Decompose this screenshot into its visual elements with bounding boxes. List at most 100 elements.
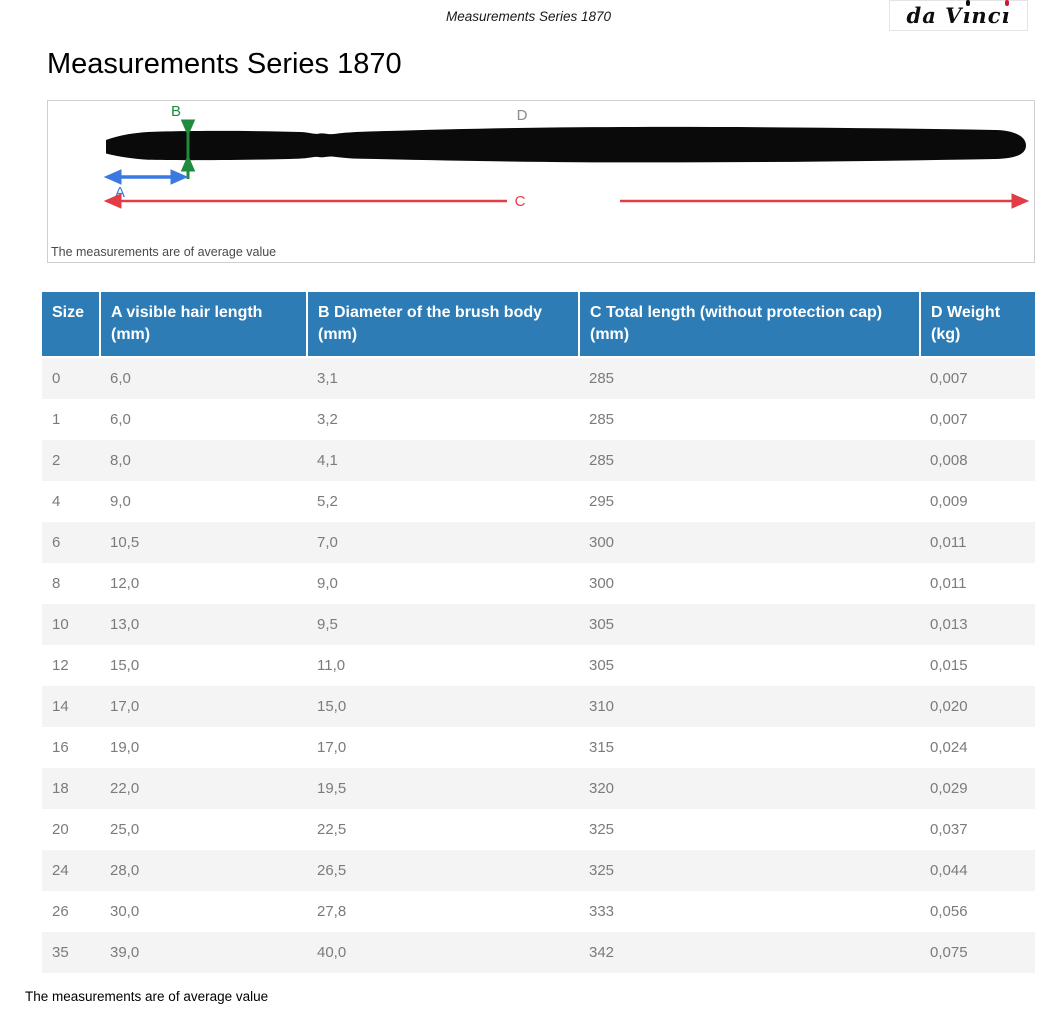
table-cell: 0,011 [930, 575, 967, 592]
table-row: 18 22,0 19,5 320 0,029 [42, 768, 1035, 809]
table-cell: 0 [52, 370, 61, 387]
brush-measurement-diagram: B A C D The measurements are of average … [47, 100, 1035, 263]
table-row: 0 6,0 3,1 285 0,007 [42, 357, 1035, 399]
table-cell: 320 [589, 780, 615, 797]
table-cell: 0,044 [930, 862, 968, 879]
table-cell: 24 [52, 862, 69, 879]
table-cell: 315 [589, 739, 615, 756]
table-cell: 8,0 [110, 452, 131, 469]
table-cell: 0,056 [930, 903, 968, 920]
table-cell: 9,0 [317, 575, 338, 592]
table-cell: 14 [52, 698, 69, 715]
table-cell: 0,011 [930, 534, 967, 551]
d-label: D [517, 107, 528, 124]
table-cell: 27,8 [317, 903, 347, 920]
a-label: A [115, 184, 125, 201]
column-header: B Diameter of the brush body (mm) [307, 292, 580, 358]
table-cell: 39,0 [110, 944, 140, 961]
table-row: 8 12,0 9,0 300 0,011 [42, 563, 1035, 604]
table-cell: 19,0 [110, 739, 140, 756]
diagram-caption: The measurements are of average value [51, 245, 277, 259]
table-cell: 15,0 [317, 698, 347, 715]
table-row: 26 30,0 27,8 333 0,056 [42, 891, 1035, 932]
table-cell: 4 [52, 493, 61, 510]
diagram-svg: B A C D [103, 103, 1030, 210]
table-cell: 10 [52, 616, 69, 633]
table-cell: 16 [52, 739, 69, 756]
table-cell: 0,015 [930, 657, 968, 674]
table-cell: 285 [589, 370, 615, 387]
red-dot-icon [1005, 0, 1010, 6]
table-cell: 13,0 [110, 616, 140, 633]
table-cell: 11,0 [317, 657, 346, 674]
brand-i-first: ı [962, 0, 971, 26]
table-row: 2 8,0 4,1 285 0,008 [42, 440, 1035, 481]
table-cell: 18 [52, 780, 69, 797]
table-cell: 0,075 [930, 944, 968, 961]
page-title: Measurements Series 1870 [47, 48, 402, 80]
table-cell: 9,5 [317, 616, 338, 633]
c-label: C [515, 193, 526, 210]
brush-silhouette [106, 126, 1026, 163]
table-row: 16 19,0 17,0 315 0,024 [42, 727, 1035, 768]
table-cell: 0,020 [930, 698, 968, 715]
table-cell: 17,0 [110, 698, 140, 715]
table-cell: 0,008 [930, 452, 968, 469]
table-cell: 17,0 [317, 739, 347, 756]
measurements-table: Size A visible hair length (mm) B Diameter… [42, 292, 1035, 973]
document-header-title: Measurements Series 1870 [445, 9, 612, 24]
column-header: A visible hair length (mm) [100, 292, 308, 358]
table-cell: 3,2 [317, 411, 338, 428]
table-cell: 325 [589, 821, 615, 838]
table-cell: 3,1 [317, 370, 338, 387]
brand-i-red-dot: ı [1001, 0, 1010, 26]
table-cell: 20 [52, 821, 69, 838]
table-cell: 6,0 [110, 370, 131, 387]
brand-logo: da Vı ncı [889, 0, 1028, 31]
table-cell: 6 [52, 534, 61, 551]
table-cell: 22,5 [317, 821, 347, 838]
table-cell: 0,009 [930, 493, 968, 510]
table-cell: 12,0 [110, 575, 140, 592]
table-cell: 35 [52, 944, 69, 961]
c-dimension-arrow-left [103, 193, 507, 209]
a-dimension-arrow [103, 169, 189, 185]
table-cell: 4,1 [317, 452, 338, 469]
b-dimension-arrow [180, 119, 196, 179]
table-cell: 305 [589, 657, 615, 674]
table-cell: 10,5 [110, 534, 140, 551]
table-row: 12 15,0 11,0 305 0,015 [42, 645, 1035, 686]
column-header: D Weight (kg) [920, 292, 1035, 358]
table-cell: 0,007 [930, 411, 968, 428]
table-cell: 333 [589, 903, 615, 920]
table-cell: 300 [589, 534, 615, 551]
column-header: Size [42, 292, 101, 358]
table-cell: 300 [589, 575, 615, 592]
table-header-row: Size A visible hair length (mm) B Diameter… [42, 292, 1035, 358]
table-cell: 2 [52, 452, 61, 469]
table-cell: 30,0 [110, 903, 140, 920]
table-cell: 5,2 [317, 493, 338, 510]
brand-logo-text: da Vı ncı [907, 0, 1011, 26]
table-row: 20 25,0 22,5 325 0,037 [42, 809, 1035, 850]
table-cell: 0,029 [930, 780, 968, 797]
table-cell: 9,0 [110, 493, 131, 510]
table-row: 4 9,0 5,2 295 0,009 [42, 481, 1035, 522]
table-cell: 26 [52, 903, 69, 920]
column-header: C Total length (without protection cap) … [579, 292, 921, 358]
table-body: 0 6,0 3,1 285 0,007 1 6,0 3,2 285 0,007 2 8,0 4,1 2 8 5… [42, 357, 1035, 973]
table-cell: 12 [52, 657, 69, 674]
table-cell: 25,0 [110, 821, 140, 838]
table-cell: 0,007 [930, 370, 968, 387]
table-cell: 19,5 [317, 780, 347, 797]
footer-note: The measurements are of average value [25, 989, 269, 1004]
table-cell: 22,0 [110, 780, 140, 797]
table-cell: 285 [589, 411, 615, 428]
b-label: B [171, 103, 181, 120]
table-cell: 1 [52, 411, 61, 428]
table-cell: 6,0 [110, 411, 131, 428]
table-cell: 310 [589, 698, 615, 715]
table-cell: 8 [52, 575, 61, 592]
table-cell: 28,0 [110, 862, 140, 879]
